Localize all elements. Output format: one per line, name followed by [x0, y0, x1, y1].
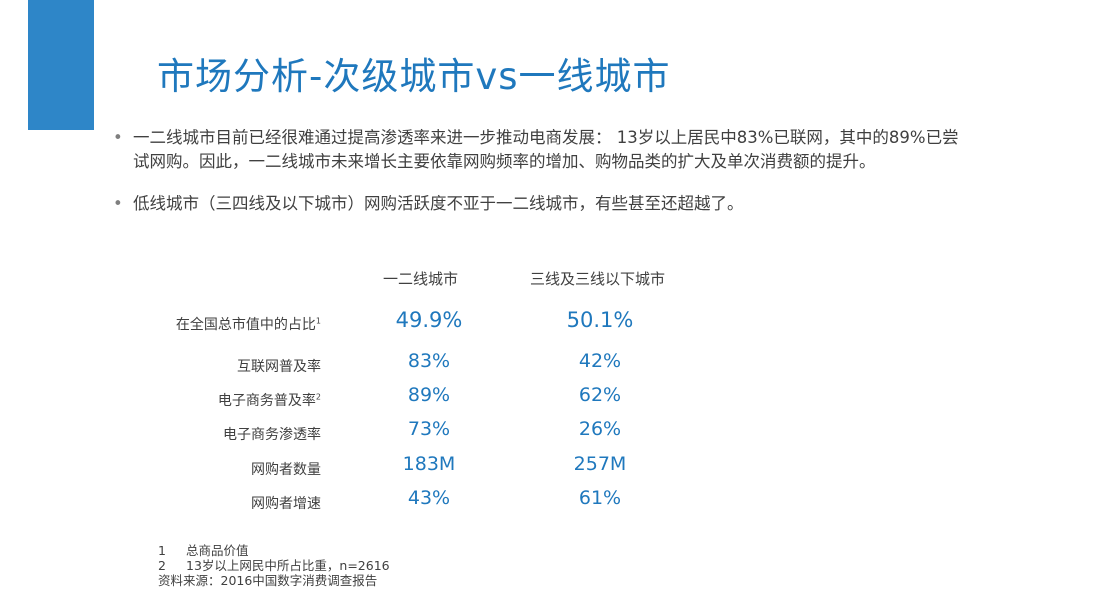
- value-tier3plus: 61%: [578, 487, 622, 509]
- value-tier3plus: 62%: [578, 384, 622, 406]
- row-label: 在全国总市值中的占比1: [175, 316, 321, 333]
- bullet-item: • 一二线城市目前已经很难通过提高渗透率来进一步推动电商发展： 13岁以上居民中…: [113, 126, 973, 174]
- table-row: 电子商务普及率2 89% 62%: [0, 384, 1104, 414]
- column-header-tier3plus: 三线及三线以下城市: [530, 270, 666, 288]
- table-row: 电子商务渗透率 73% 26%: [0, 418, 1104, 448]
- row-label: 电子商务普及率2: [217, 392, 321, 409]
- bullet-text: 一二线城市目前已经很难通过提高渗透率来进一步推动电商发展： 13岁以上居民中83…: [133, 128, 959, 171]
- accent-bar: [28, 0, 94, 130]
- value-tier3plus: 50.1%: [566, 308, 634, 332]
- bullet-dot-icon: •: [113, 128, 123, 147]
- row-label: 互联网普及率: [237, 359, 321, 375]
- slide-title: 市场分析-次级城市vs一线城市: [157, 55, 671, 98]
- row-label: 网购者数量: [251, 462, 321, 478]
- bullet-text: 低线城市（三四线及以下城市）网购活跃度不亚于一二线城市，有些甚至还超越了。: [133, 194, 744, 213]
- table-row: 互联网普及率 83% 42%: [0, 350, 1104, 380]
- row-label: 电子商务渗透率: [223, 427, 321, 443]
- value-tier3plus: 257M: [573, 453, 627, 475]
- bullet-list: • 一二线城市目前已经很难通过提高渗透率来进一步推动电商发展： 13岁以上居民中…: [113, 126, 973, 234]
- source-note: 资料来源：2016中国数字消费调查报告: [158, 573, 378, 588]
- value-tier3plus: 26%: [578, 418, 622, 440]
- value-tier3plus: 42%: [578, 350, 622, 372]
- column-header-tier12: 一二线城市: [383, 270, 459, 288]
- footnote-item: 1 总商品价值: [158, 543, 249, 558]
- table-row: 网购者增速 43% 61%: [0, 487, 1104, 517]
- value-tier12: 43%: [407, 487, 451, 509]
- value-tier12: 49.9%: [395, 308, 463, 332]
- value-tier12: 73%: [407, 418, 451, 440]
- bullet-dot-icon: •: [113, 194, 123, 213]
- table-row: 网购者数量 183M 257M: [0, 453, 1104, 483]
- row-label: 网购者增速: [251, 496, 321, 512]
- value-tier12: 83%: [407, 350, 451, 372]
- table-row: 在全国总市值中的占比1 49.9% 50.1%: [0, 308, 1104, 338]
- bullet-item: • 低线城市（三四线及以下城市）网购活跃度不亚于一二线城市，有些甚至还超越了。: [113, 192, 973, 216]
- footnotes: 1 总商品价值 2 13岁以上网民中所占比重，n=2616 资料来源：2016中…: [158, 543, 390, 588]
- value-tier12: 89%: [407, 384, 451, 406]
- footnote-item: 2 13岁以上网民中所占比重，n=2616: [158, 558, 390, 573]
- value-tier12: 183M: [402, 453, 456, 475]
